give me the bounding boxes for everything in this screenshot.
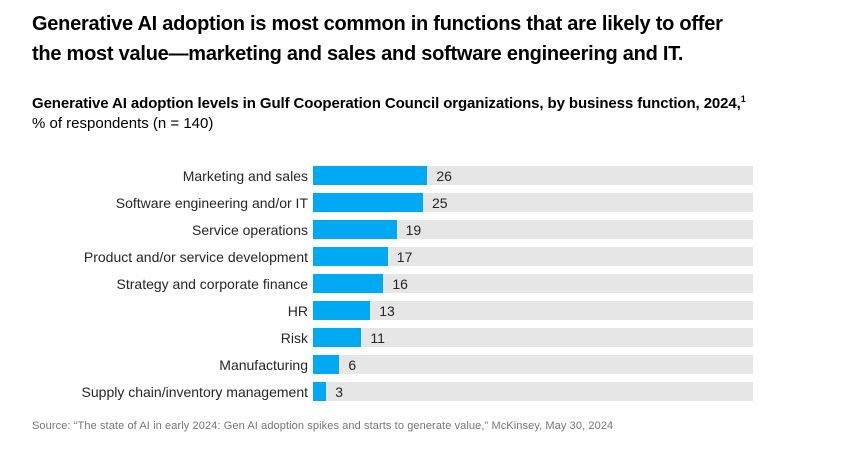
chart-row: Marketing and sales 26	[32, 166, 758, 185]
chart-row: Service operations 19	[32, 220, 758, 239]
footnote-marker: 1	[740, 94, 746, 104]
category-label: Manufacturing	[219, 356, 308, 373]
chart-subtitle: Generative AI adoption levels in Gulf Co…	[32, 94, 832, 134]
bar	[313, 328, 362, 347]
value-label: 25	[432, 194, 448, 211]
page-title: Generative AI adoption is most common in…	[32, 9, 832, 69]
category-label: Marketing and sales	[182, 167, 308, 184]
value-label: 16	[392, 275, 408, 292]
value-label: 13	[379, 302, 395, 319]
chart-row: Manufacturing 6	[32, 355, 758, 374]
bar	[313, 274, 384, 293]
chart-row: Software engineering and/or IT 25	[32, 193, 758, 212]
value-label: 11	[370, 329, 385, 346]
bar-track: 25	[313, 193, 753, 212]
bar-track: 17	[313, 247, 753, 266]
subtitle-text: Generative AI adoption levels in Gulf Co…	[32, 95, 741, 112]
chart-row: Product and/or service development 17	[32, 247, 758, 266]
bar	[313, 247, 388, 266]
value-label: 19	[405, 221, 422, 238]
bar-track: 16	[313, 274, 753, 293]
title-line-2: the most value—marketing and sales and s…	[32, 43, 684, 65]
bar	[313, 220, 397, 239]
bar	[313, 382, 327, 401]
value-label: 26	[436, 167, 452, 184]
bar-chart: Marketing and sales 26 Software engineerin…	[32, 166, 758, 409]
chart-row: Strategy and corporate finance 16	[32, 274, 758, 293]
category-label: Product and/or service development	[83, 248, 308, 265]
value-label: 3	[335, 383, 343, 400]
bar-track: 3	[313, 382, 753, 401]
bar-track: 6	[313, 355, 753, 374]
category-label: Strategy and corporate finance	[116, 275, 308, 292]
bar-track: 13	[313, 301, 753, 320]
bar	[313, 193, 423, 212]
subtitle-unit-line: % of respondents (n = 140)	[32, 115, 214, 132]
bar	[313, 166, 428, 185]
value-label: 6	[348, 356, 357, 373]
category-label: Supply chain/inventory management	[81, 383, 308, 400]
title-line-1: Generative AI adoption is most common in…	[32, 13, 723, 35]
chart-row: Risk 11	[32, 328, 758, 347]
bar-track: 19	[313, 220, 753, 239]
bar	[313, 355, 340, 374]
value-label: 17	[396, 248, 413, 265]
bar	[313, 301, 371, 320]
category-label: Software engineering and/or IT	[115, 194, 308, 211]
chart-row: Supply chain/inventory management 3	[32, 382, 758, 401]
bar-track: 11	[313, 328, 753, 347]
category-label: HR	[287, 302, 308, 319]
category-label: Service operations	[192, 221, 308, 238]
chart-row: HR 13	[32, 301, 758, 320]
source-note: Source: “The state of AI in early 2024: …	[32, 420, 614, 432]
subtitle-bold-line: Generative AI adoption levels in Gulf Co…	[32, 94, 832, 114]
bar-track: 26	[313, 166, 753, 185]
category-label: Risk	[280, 329, 308, 346]
